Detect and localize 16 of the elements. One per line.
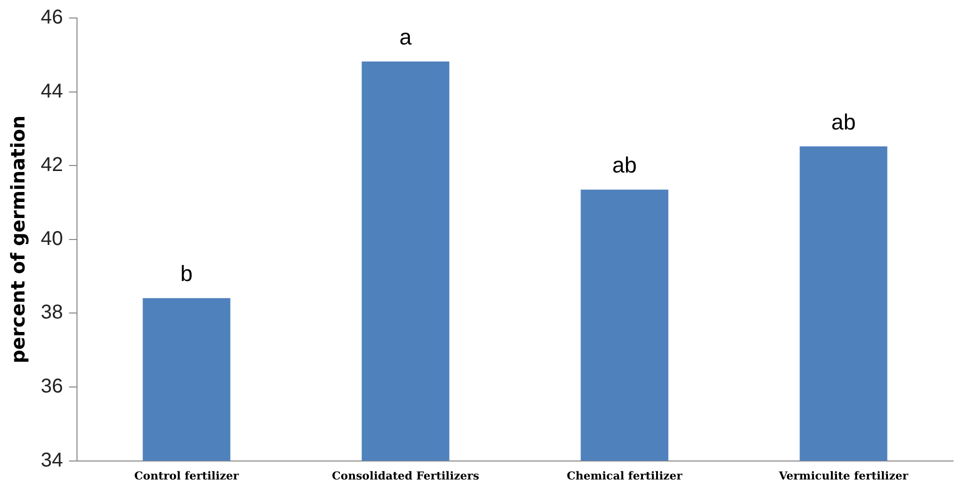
annotation: ab bbox=[831, 109, 856, 134]
y-tick-label: 40 bbox=[40, 228, 64, 250]
annotation: b bbox=[180, 261, 193, 286]
annotation: ab bbox=[612, 152, 637, 178]
y-tick-label: 42 bbox=[40, 154, 64, 176]
y-tick-label: 44 bbox=[40, 80, 64, 102]
x-tick-label: Vermiculite fertilizer bbox=[778, 469, 908, 482]
y-tick-label: 46 bbox=[40, 6, 64, 29]
x-tick-label: Control fertilizer bbox=[134, 469, 239, 482]
annotation: a bbox=[399, 24, 412, 50]
y-tick-label: 38 bbox=[40, 302, 64, 324]
x-tick-label: Consolidated Fertilizers bbox=[332, 469, 480, 482]
y-tick-label: 36 bbox=[40, 376, 64, 398]
y-axis-title: percent of germination bbox=[7, 115, 30, 364]
x-tick-label: Chemical fertilizer bbox=[566, 469, 683, 482]
y-tick-label: 34 bbox=[40, 449, 64, 472]
